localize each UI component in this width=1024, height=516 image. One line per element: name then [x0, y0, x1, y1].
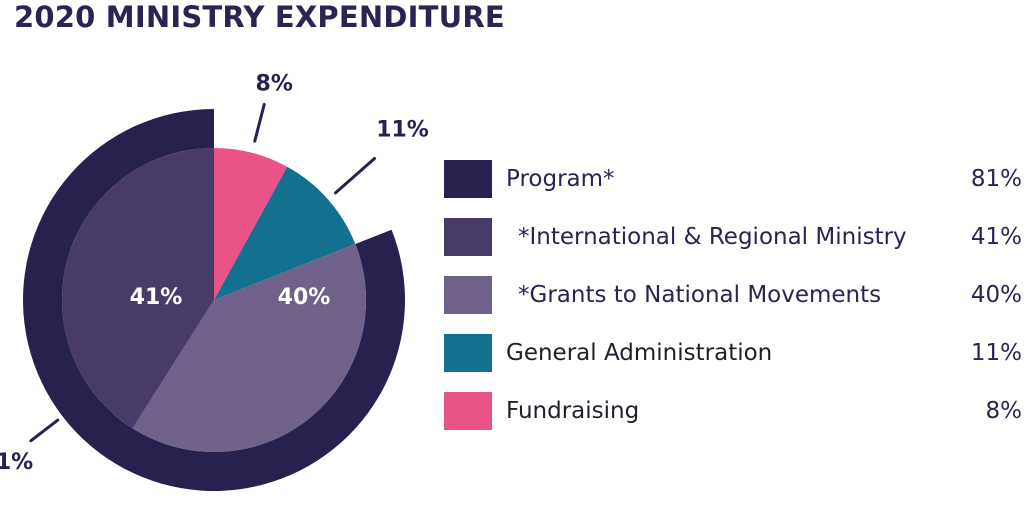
legend-swatch-grants-national	[444, 276, 492, 314]
legend-swatch-general-administration	[444, 334, 492, 372]
legend-swatch-program	[444, 160, 492, 198]
legend-label-international-regional: *International & Regional Ministry	[518, 224, 907, 250]
legend-swatch-international-regional	[444, 218, 492, 256]
legend-label-grants-national: *Grants to National Movements	[518, 282, 882, 308]
legend-value-grants-national: 40%	[970, 282, 1022, 308]
legend-item-fundraising: Fundraising 8%	[444, 392, 1024, 450]
legend-value-general-administration: 11%	[970, 340, 1022, 366]
leader-line-fundraising	[253, 102, 266, 143]
pie-slice-international-regional-ministry	[62, 148, 215, 429]
pie-slice-grants-to-national-movements	[132, 244, 366, 452]
legend-label-fundraising: Fundraising	[506, 398, 640, 424]
legend-value-program: 81%	[970, 166, 1022, 192]
legend-swatch-fundraising	[444, 392, 492, 430]
data-label-international-regional-ministry: 41%	[130, 285, 183, 310]
pie-slice-fundraising	[214, 148, 288, 300]
legend-item-program: Program* 81%	[444, 160, 1024, 218]
chart-title: 2020 MINISTRY EXPENDITURE	[14, 0, 505, 34]
legend-label-program: Program*	[506, 166, 615, 192]
legend-value-fundraising: 8%	[985, 398, 1023, 424]
legend-label-general-administration: General Administration	[506, 340, 773, 366]
leader-line-general-administration	[334, 156, 377, 195]
legend: Program* 81% *International & Regional M…	[444, 160, 1024, 450]
legend-value-international-regional: 41%	[970, 224, 1022, 250]
leader-line-program	[29, 418, 60, 443]
legend-item-grants-national: *Grants to National Movements 40%	[444, 276, 1024, 334]
data-label-grants-to-national-movements: 40%	[278, 285, 331, 310]
legend-item-general-administration: General Administration 11%	[444, 334, 1024, 392]
data-label-fundraising: 8%	[256, 71, 293, 96]
data-label-program: 81%	[0, 450, 33, 475]
pie-slice-general-administration	[214, 166, 356, 300]
data-label-general-administration: 11%	[376, 117, 429, 142]
legend-item-international-regional: *International & Regional Ministry 41%	[444, 218, 1024, 276]
